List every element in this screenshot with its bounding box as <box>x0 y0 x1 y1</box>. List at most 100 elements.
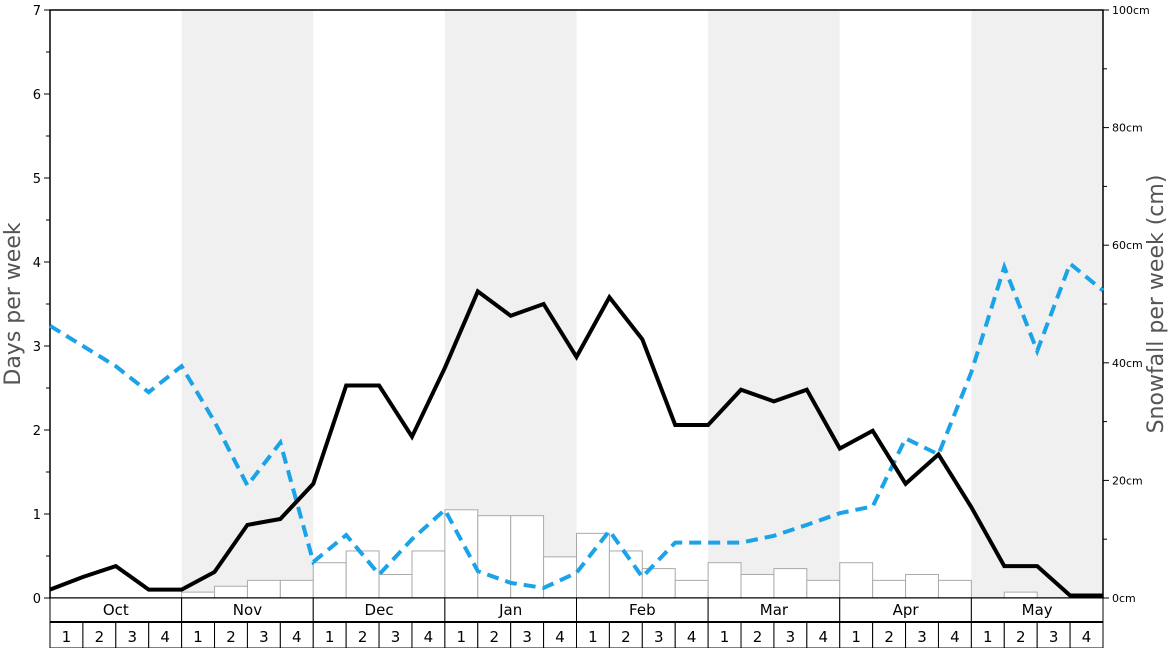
week-label: 2 <box>1016 628 1026 646</box>
snowfall-bar <box>312 562 347 599</box>
week-label: 2 <box>884 628 894 646</box>
week-cell <box>477 621 512 648</box>
week-label: 3 <box>127 628 137 646</box>
month-cell <box>970 597 1104 623</box>
snowfall-bar <box>411 550 446 599</box>
y-right-tick-label: 20cm <box>1112 474 1143 487</box>
y-left-axis-title: Days per week <box>1 222 26 385</box>
month-label-jan: Jan <box>498 601 522 619</box>
week-label: 3 <box>1049 628 1059 646</box>
week-label: 2 <box>621 628 631 646</box>
snowfall-bar <box>543 556 577 599</box>
y-left-tick-label: 3 <box>33 340 41 355</box>
month-label-nov: Nov <box>233 601 262 619</box>
week-label: 4 <box>555 628 565 646</box>
week-cell <box>608 621 643 648</box>
y-right-tick-label: 100cm <box>1112 4 1150 17</box>
y-right-tick-label: 80cm <box>1112 122 1143 135</box>
snowfall-bar <box>345 550 380 599</box>
month-shade-nov <box>181 10 314 598</box>
month-cell <box>707 597 841 623</box>
month-shading <box>181 10 1103 598</box>
week-cell <box>345 621 380 648</box>
week-cell <box>806 621 841 648</box>
week-label: 4 <box>1082 628 1092 646</box>
snowfall-bar <box>1003 591 1038 599</box>
week-cell <box>115 621 150 648</box>
month-week-axis: Oct 1 2 3 4 Nov 1 2 3 4 Dec 1 2 3 4 Jan 1 2 3 4 Feb 1 2 3 4 Mar 1 2… <box>49 597 1104 648</box>
dashed-series-line <box>48 260 1105 590</box>
y-right-tick-label: 0cm <box>1112 592 1136 605</box>
y-left-tick-label: 4 <box>33 256 41 271</box>
week-label: 2 <box>489 628 499 646</box>
y-left-tick-label: 7 <box>33 4 41 19</box>
snowfall-bar <box>740 573 775 599</box>
y-left-tick-label: 6 <box>33 88 41 103</box>
y-right-tick-label: 40cm <box>1112 357 1143 370</box>
week-cell <box>970 621 1005 648</box>
month-label-apr: Apr <box>893 601 920 619</box>
week-label: 4 <box>819 628 829 646</box>
week-label: 3 <box>654 628 664 646</box>
week-label: 1 <box>193 628 203 646</box>
y-left-tick-label: 0 <box>33 592 41 607</box>
week-cell <box>246 621 281 648</box>
week-label: 1 <box>720 628 730 646</box>
snowfall-bar <box>773 568 808 599</box>
snowfall-bar <box>674 579 709 599</box>
week-label: 1 <box>983 628 993 646</box>
month-cell <box>576 597 709 623</box>
week-label: 3 <box>259 628 269 646</box>
snowfall-bar <box>839 562 874 599</box>
week-label: 2 <box>358 628 368 646</box>
y-left-tick-label: 5 <box>33 172 41 187</box>
month-cell <box>444 597 577 623</box>
week-cell <box>937 621 972 648</box>
week-cell <box>641 621 676 648</box>
snowfall-bar <box>707 562 742 599</box>
snowfall-bar <box>937 579 972 599</box>
week-label: 3 <box>917 628 927 646</box>
week-label: 2 <box>226 628 236 646</box>
week-label: 4 <box>950 628 960 646</box>
snowfall-bar <box>246 579 281 599</box>
week-label: 4 <box>424 628 434 646</box>
week-label: 1 <box>325 628 335 646</box>
month-shade-jan <box>444 10 577 598</box>
week-label: 3 <box>786 628 796 646</box>
week-label: 3 <box>391 628 401 646</box>
month-cell <box>839 597 972 623</box>
snowfall-bar <box>181 591 216 599</box>
snowfall-bar <box>806 579 841 599</box>
snowfall-bar <box>872 579 907 599</box>
week-label: 1 <box>457 628 467 646</box>
week-label: 4 <box>292 628 302 646</box>
series-lines <box>48 260 1105 598</box>
y-left-tick-label: 1 <box>33 508 41 523</box>
week-label: 1 <box>62 628 72 646</box>
month-label-mar: Mar <box>760 601 789 619</box>
snowfall-bar <box>279 579 314 599</box>
snowfall-bar <box>905 573 939 599</box>
solid-series-line <box>49 288 1103 598</box>
month-shade-mar <box>708 10 840 598</box>
week-label: 3 <box>522 628 532 646</box>
week-label: 4 <box>687 628 697 646</box>
snowfall-bar <box>214 585 248 599</box>
week-label: 1 <box>588 628 598 646</box>
month-label-dec: Dec <box>365 601 394 619</box>
week-label: 1 <box>851 628 861 646</box>
y-right-tick-label: 60cm <box>1112 239 1143 252</box>
snowfall-bar <box>378 573 413 599</box>
month-label-oct: Oct <box>103 601 129 619</box>
month-label-may: May <box>1022 601 1053 619</box>
week-label: 2 <box>753 628 763 646</box>
snowfall-bar <box>477 515 512 599</box>
month-cell <box>49 597 183 623</box>
y-right-axis-title: Snowfall per week (cm) <box>1144 175 1168 434</box>
snowfall-bar <box>608 550 643 599</box>
week-cell <box>905 621 939 648</box>
y-left-tick-label: 2 <box>33 424 41 439</box>
week-label: 4 <box>160 628 170 646</box>
